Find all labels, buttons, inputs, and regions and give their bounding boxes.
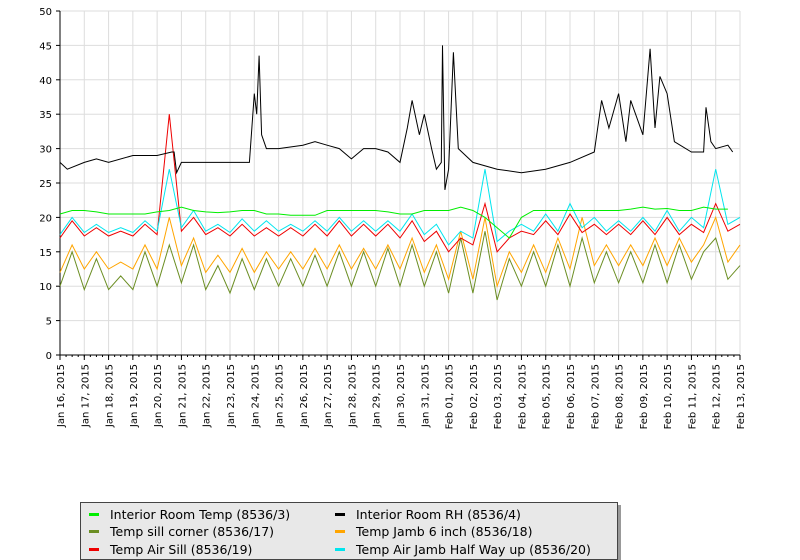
series-line-temp-sill-corner-8536-17 bbox=[59, 231, 741, 301]
x-tick-label: Feb 05, 2015 bbox=[542, 364, 553, 429]
legend-label: Temp Air Jamb Half Way up (8536/20) bbox=[356, 541, 591, 557]
x-tick-label: Jan 31, 2015 bbox=[420, 364, 431, 428]
x-tick-label: Jan 19, 2015 bbox=[129, 364, 140, 428]
x-tick-label: Jan 27, 2015 bbox=[323, 364, 334, 428]
x-tick-label: Feb 04, 2015 bbox=[517, 364, 528, 429]
x-tick-label: Jan 24, 2015 bbox=[250, 364, 261, 428]
y-tick-label: 25 bbox=[39, 179, 52, 190]
legend-item: Temp Air Jamb Half Way up (8536/20) bbox=[335, 540, 591, 558]
x-tick-label: Feb 02, 2015 bbox=[469, 364, 480, 429]
x-tick-label: Jan 30, 2015 bbox=[396, 364, 407, 428]
y-tick-label: 35 bbox=[39, 110, 52, 121]
y-tick-label: 50 bbox=[39, 7, 52, 18]
x-tick-label: Jan 20, 2015 bbox=[153, 364, 164, 428]
legend-label: Temp Jamb 6 inch (8536/18) bbox=[356, 524, 533, 539]
legend-swatch bbox=[89, 530, 99, 533]
x-tick-label: Feb 13, 2015 bbox=[736, 364, 747, 429]
legend: Interior Room Temp (8536/3) Interior Room… bbox=[80, 502, 618, 560]
legend-swatch bbox=[335, 547, 345, 551]
legend-swatch bbox=[89, 547, 99, 551]
x-tick-label: Jan 16, 2015 bbox=[56, 364, 67, 428]
legend-swatch bbox=[335, 530, 345, 533]
y-tick-label: 10 bbox=[39, 282, 52, 293]
y-tick-label: 45 bbox=[39, 41, 52, 52]
x-tick-label: Feb 10, 2015 bbox=[663, 364, 674, 429]
y-tick-label: 15 bbox=[39, 248, 52, 259]
x-tick-label: Jan 23, 2015 bbox=[226, 364, 237, 428]
x-tick-label: Feb 08, 2015 bbox=[615, 364, 626, 429]
series-line-temp-air-sill-8536-19 bbox=[59, 114, 741, 253]
x-tick-label: Jan 25, 2015 bbox=[275, 364, 286, 428]
x-tick-label: Jan 21, 2015 bbox=[177, 364, 188, 428]
y-tick-label: 0 bbox=[46, 351, 52, 362]
x-tick-label: Feb 03, 2015 bbox=[493, 364, 504, 429]
legend-label: Temp Air Sill (8536/19) bbox=[110, 541, 253, 557]
series-line-interior-room-temp-8536-3 bbox=[59, 206, 728, 239]
x-tick-label: Feb 11, 2015 bbox=[687, 364, 698, 429]
legend-item: Temp Air Sill (8536/19) bbox=[89, 540, 252, 558]
line-chart: 0 5 10 15 20 25 30 35 40 45 50 Jan 16, 2015 Jan 17, … bbox=[39, 7, 747, 429]
x-tick-label: Feb 06, 2015 bbox=[566, 364, 577, 429]
x-tick-label: Feb 07, 2015 bbox=[590, 364, 601, 429]
legend-label: Temp sill corner (8536/17) bbox=[110, 524, 275, 539]
series-line-interior-room-rh-8536-4 bbox=[59, 45, 734, 190]
legend-item: Temp sill corner (8536/17) bbox=[89, 523, 274, 541]
x-tick-label: Feb 12, 2015 bbox=[712, 364, 723, 429]
x-tick-label: Jan 26, 2015 bbox=[299, 364, 310, 428]
x-tick-label: Feb 09, 2015 bbox=[639, 364, 650, 429]
legend-item: Interior Room RH (8536/4) bbox=[335, 505, 521, 523]
legend-swatch bbox=[335, 512, 345, 516]
y-tick-label: 30 bbox=[39, 145, 52, 156]
legend-swatch bbox=[89, 512, 99, 516]
legend-item: Temp Jamb 6 inch (8536/18) bbox=[335, 523, 533, 541]
series-line-temp-jamb-6-inch-8536-18 bbox=[59, 215, 741, 289]
x-tick-label: Feb 01, 2015 bbox=[445, 364, 456, 429]
x-tick-label: Jan 28, 2015 bbox=[347, 364, 358, 428]
legend-label: Interior Room RH (8536/4) bbox=[356, 506, 521, 522]
x-tick-label: Jan 22, 2015 bbox=[202, 364, 213, 428]
legend-label: Interior Room Temp (8536/3) bbox=[110, 506, 291, 522]
y-tick-label: 20 bbox=[39, 213, 52, 224]
x-tick-label: Jan 17, 2015 bbox=[80, 364, 91, 428]
x-tick-label: Jan 29, 2015 bbox=[372, 364, 383, 428]
legend-item: Interior Room Temp (8536/3) bbox=[89, 505, 290, 523]
x-tick-label: Jan 18, 2015 bbox=[105, 364, 116, 428]
y-tick-label: 5 bbox=[46, 317, 52, 328]
series-line-temp-air-jamb-half-way-up-8536-20 bbox=[59, 169, 741, 246]
y-tick-label: 40 bbox=[39, 76, 52, 87]
